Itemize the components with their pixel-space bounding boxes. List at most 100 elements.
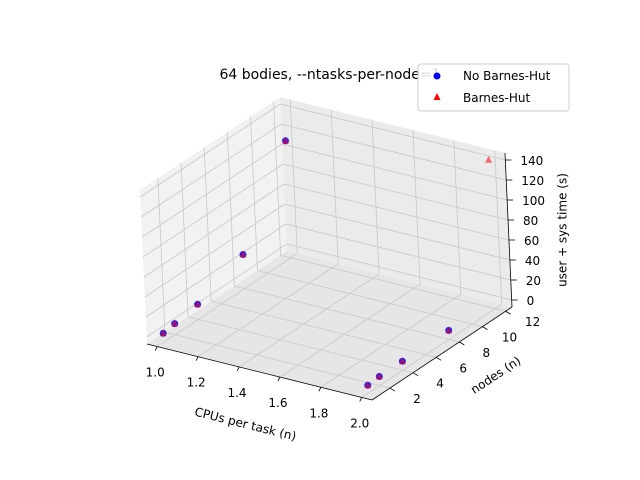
data-point-barnes-hut: [445, 326, 453, 334]
grid-line-y-left: [203, 147, 212, 302]
z-tick-label: 20: [526, 274, 541, 288]
z-axis-line: [504, 152, 513, 308]
grid-line-y-floor: [257, 270, 483, 327]
x-tick-label-mark: [154, 346, 158, 351]
grid-line-z-left: [145, 223, 286, 318]
z-tick-label: 0: [527, 294, 535, 308]
grid-line-z-left: [141, 143, 283, 238]
y-tick-label: 10: [502, 331, 517, 345]
z-tick-label: 60: [524, 234, 539, 248]
y-tick-label-mark: [389, 387, 396, 392]
grid-line-z-back: [282, 163, 509, 221]
x-tick-label: 1.6: [268, 396, 287, 410]
grid-line-z-back: [284, 203, 510, 261]
pane-left: [140, 97, 287, 344]
y-axis-label: nodes (n): [468, 354, 523, 397]
grid-line-y-floor: [164, 331, 391, 389]
y-tick-label-mark: [482, 326, 488, 330]
z-axis-label: user + sys time (s): [556, 173, 570, 287]
z-tick-label: 40: [525, 254, 540, 268]
grid-line-x-floor: [361, 304, 502, 398]
data-point-barnes-hut: [364, 381, 372, 389]
x-axis-label: CPUs per task (n): [193, 405, 298, 444]
grid-line-y-left: [226, 131, 235, 286]
x-tick-label: 1.8: [309, 406, 328, 420]
z-tick-label: 80: [523, 214, 538, 228]
y-tick-label-mark: [436, 356, 442, 361]
grid-line-z-left: [143, 183, 285, 278]
data-point-barnes-hut: [485, 155, 493, 163]
y-tick-label: 12: [525, 315, 540, 329]
grid-line-y-left: [273, 101, 282, 256]
legend-marker-no-barnes-hut: [433, 72, 441, 80]
grid-line-z-left: [140, 103, 281, 198]
legend-frame: [417, 63, 570, 112]
grid-line-x-floor: [320, 293, 462, 388]
y-tick-label: 8: [483, 346, 491, 360]
y-axis-line: [371, 306, 513, 401]
grid-line-x-back: [494, 150, 503, 305]
grid-line-y-left: [250, 116, 258, 271]
legend-label-no-barnes-hut: No Barnes-Hut: [463, 69, 551, 83]
data-point-barnes-hut: [398, 357, 406, 365]
grid-line-z-left: [144, 203, 286, 298]
legend-marker-barnes-hut: [433, 93, 441, 100]
x-tick-label: 1.0: [146, 366, 165, 380]
grid-line-y-floor: [211, 300, 437, 358]
grid-line-z-back: [285, 223, 511, 281]
x-tick-label-mark: [277, 376, 281, 382]
y-tick-label: 4: [436, 377, 444, 391]
grid-line-x-back: [330, 109, 339, 264]
y-tick-label-mark: [459, 341, 465, 346]
axis-lines: [146, 152, 513, 401]
data-point-barnes-hut: [375, 372, 383, 380]
grid-line-x-floor: [197, 263, 339, 358]
tick-labels: 1.01.21.41.61.82.02468101202040608010012…: [146, 154, 545, 430]
z-tick-label: 120: [521, 174, 544, 188]
z-tick-label: 100: [522, 194, 545, 208]
data-point-barnes-hut: [282, 136, 289, 144]
grid-line-z-back: [282, 143, 508, 201]
x-tick-label-mark: [359, 397, 363, 402]
grid-line-x-back: [371, 119, 380, 274]
grid-line-x-back: [412, 130, 421, 285]
grid-line-y-floor: [187, 316, 414, 374]
grid-line-y-left: [180, 162, 189, 317]
data-points: [159, 136, 493, 389]
x-tick-label: 1.4: [227, 386, 246, 400]
grid-line-x-floor: [279, 283, 421, 378]
x-tick-label-mark: [318, 387, 322, 392]
grid-line-y-floor: [280, 254, 506, 312]
y-tick-label: 6: [459, 361, 467, 375]
axes-panes: [140, 97, 512, 400]
grid-line-z-left: [142, 163, 284, 258]
grid-line-z-left: [146, 243, 287, 338]
grid-line-x-back: [453, 140, 462, 295]
x-tick-label-mark: [195, 356, 199, 361]
grid-line-z-left: [141, 123, 282, 218]
legend-label-barnes-hut: Barnes-Hut: [463, 91, 531, 105]
grid-lines: [140, 99, 512, 398]
y-tick-label-mark: [505, 310, 511, 315]
z-tick-label: 140: [520, 154, 543, 168]
data-point-barnes-hut: [194, 300, 202, 308]
grid-line-z-back: [280, 103, 506, 161]
y-tick-label: 2: [413, 392, 421, 406]
grid-line-y-left: [157, 178, 166, 333]
grid-line-z-back: [281, 123, 507, 181]
x-tick-label: 2.0: [350, 416, 369, 430]
legend: No Barnes-Hut Barnes-Hut: [417, 63, 570, 112]
chart-title: 64 bodies, --ntasks-per-node=1: [219, 67, 440, 83]
x-tick-label-mark: [236, 366, 240, 372]
grid-line-z-back: [283, 183, 510, 241]
grid-line-y-floor: [234, 285, 460, 343]
data-point-barnes-hut: [239, 250, 247, 258]
grid-line-z-back: [286, 243, 512, 301]
pane-floor: [147, 251, 512, 400]
x-tick-label: 1.2: [187, 376, 206, 390]
data-point-barnes-hut: [159, 329, 167, 337]
data-point-barnes-hut: [171, 319, 179, 327]
grid-line-x-back: [289, 99, 298, 254]
y-tick-label-mark: [412, 372, 419, 377]
